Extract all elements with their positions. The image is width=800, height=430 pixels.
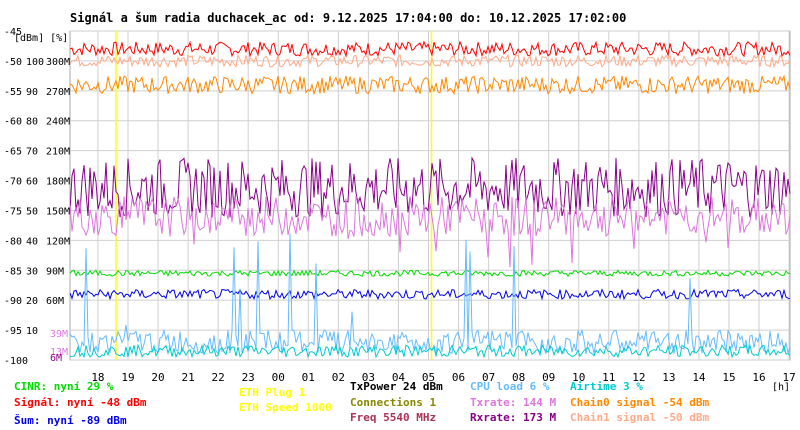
legend-txpower: TxPower 24 dBm [350,380,443,393]
y-tick-rate: 180M [46,177,70,188]
legend-rxrate: Rxrate: 173 M [470,411,556,424]
legend-airtime: Airtime 3 % [570,380,643,393]
x-tick-label: 04 [392,371,406,384]
x-tick-label: 14 [692,371,706,384]
y-tick-dbm: -85 [4,266,22,277]
x-axis-ticks: 18 19 20 21 22 23 00 01 02 03 04 05 06 07 08 09 10 11 12 13… [91,371,795,384]
y-tick-pct: 90 [26,87,38,98]
y-tick-pct: 30 [26,266,38,277]
series-airtime [69,343,791,359]
legend-chain0: Chain0 signal -54 dBm [570,396,709,409]
x-tick-label: 02 [332,371,345,384]
x-tick-label: 00 [272,371,285,384]
series-chain1-signal [69,53,791,69]
series-txrate [69,195,791,268]
legend-chain1: Chain1 signal -50 dBm [570,411,709,424]
legend-freq: Freq 5540 MHz [350,411,436,424]
y-tick-pct: 80 [26,117,38,128]
x-tick-label: 22 [212,371,225,384]
plot-area [69,40,791,359]
legend-eth-speed: ETH Speed 1000 [239,401,332,414]
y-axis-ticks: -45 -50 100 300M -55 90 270M -60 80 240M -65 70 210M… [4,27,70,367]
legend-eth-plug: ETH Plug 1 [239,386,306,399]
x-tick-label: 11 [602,371,615,384]
x-tick-label: 08 [512,371,525,384]
legend-txrate: Txrate: 144 M [470,396,556,409]
x-tick-label: 03 [362,371,375,384]
legend-cpu-load: CPU load 6 % [470,380,550,393]
x-tick-label: 23 [242,371,255,384]
y-tick-rate: 270M [46,87,70,98]
y-tick-pct: 20 [26,296,38,307]
y-tick-pct: 50 [26,206,38,217]
x-tick-label: 16 [752,371,765,384]
x-tick-label: 12 [632,371,645,384]
x-tick-label: 19 [121,371,134,384]
y-tick-rate: 90M [46,266,64,277]
y-tick-rate: 150M [46,206,70,217]
series-sign-l [69,40,791,59]
y-tick-rate: 60M [46,296,64,307]
y-tick-pct: 100 [26,57,44,68]
y-tick-rate: 120M [46,236,70,247]
x-tick-label: 20 [151,371,164,384]
x-tick-label: 06 [452,371,465,384]
units-label: [dBm] [%] [14,33,68,44]
x-axis-label: [h] [772,382,790,393]
y-tick-pct: 10 [26,326,38,337]
x-tick-label: 15 [722,371,735,384]
y-tick-series-label: 13M [50,347,68,358]
y-tick-dbm: -55 [4,87,22,98]
y-tick-rate: 300M [46,57,70,68]
legend-noise: Šum: nyní -89 dBm [14,414,127,427]
y-tick-dbm: -95 [4,326,22,337]
y-tick-dbm: -45 [4,27,22,38]
y-tick-dbm: -65 [4,147,22,158]
x-tick-label: 17 [782,371,795,384]
y-tick-rate: 240M [46,117,70,128]
x-tick-label: 13 [662,371,675,384]
y-tick-dbm: -100 [4,356,28,367]
legend-connections: Connections 1 [350,396,436,409]
legend-cinr: CINR: nyní 29 % [14,380,114,393]
x-tick-label: 21 [181,371,194,384]
y-tick-dbm: -60 [4,117,22,128]
y-tick-pct: 70 [26,147,38,158]
x-tick-label: 10 [572,371,585,384]
series-chain0-signal [69,74,791,96]
y-tick-dbm: -70 [4,177,22,188]
chart-title: Signál a šum radia duchacek_ac od: 9.12.… [70,11,626,26]
x-tick-label: 07 [482,371,495,384]
x-tick-label: 09 [542,371,555,384]
y-tick-dbm: -80 [4,236,22,247]
y-tick-dbm: -50 [4,57,22,68]
y-tick-series-label: 39M [50,329,68,340]
y-tick-dbm: -75 [4,206,22,217]
x-tick-label: 01 [302,371,315,384]
legend: CINR: nyní 29 % Signál: nyní -48 dBm Šum… [14,380,709,427]
y-tick-dbm: -90 [4,296,22,307]
series-cinr [69,269,791,278]
y-tick-pct: 40 [26,236,38,247]
legend-signal: Signál: nyní -48 dBm [14,396,147,409]
y-tick-pct: 60 [26,177,38,188]
y-tick-series-label: 6M [50,353,62,364]
x-tick-label: 05 [422,371,435,384]
series-rxrate [69,156,791,218]
x-tick-label: 18 [91,371,104,384]
series--um [69,288,791,301]
y-tick-rate: 210M [46,147,70,158]
